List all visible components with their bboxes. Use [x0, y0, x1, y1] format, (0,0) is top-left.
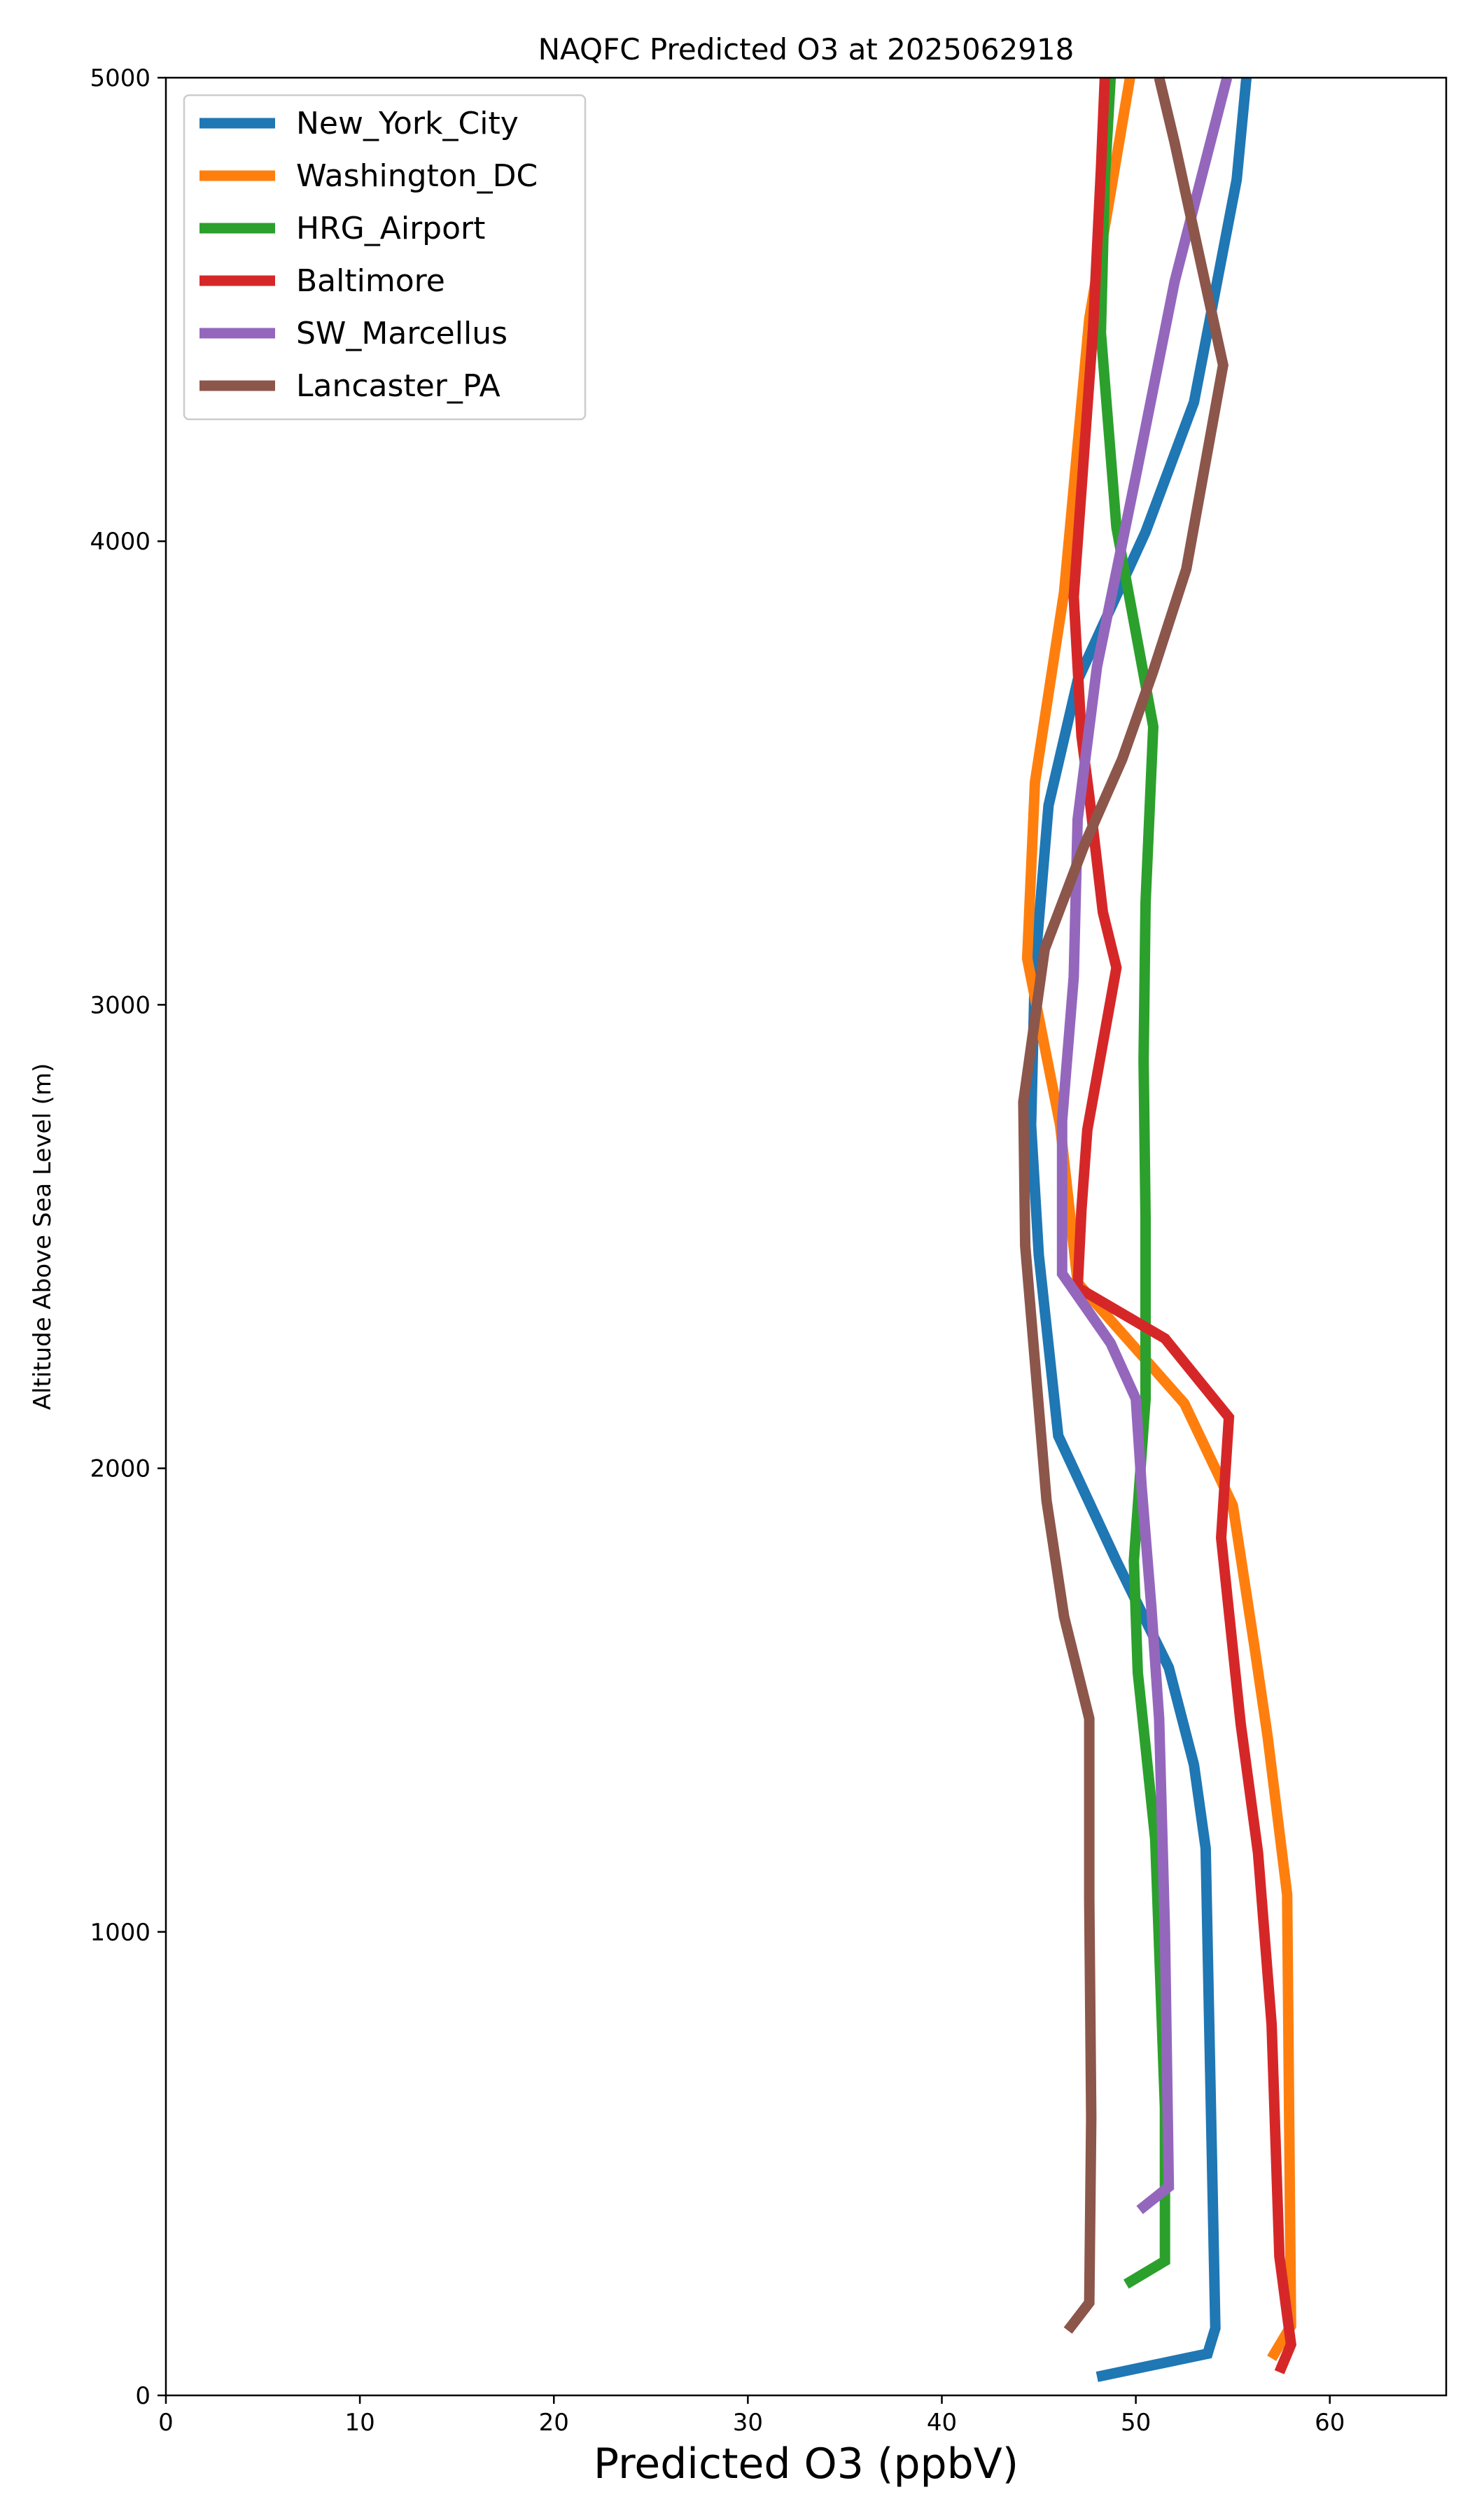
x-axis: 0 10 20 30 40 50 60 — [158, 2395, 1345, 2437]
x-tick-label: 20 — [539, 2409, 569, 2437]
legend-label: Washington_DC — [296, 158, 538, 194]
series-line-new-york-city — [1026, 77, 1252, 2382]
legend-label: SW_Marcellus — [296, 316, 507, 351]
y-tick-label: 2000 — [90, 1455, 150, 1483]
y-tick-label: 5000 — [90, 64, 150, 92]
x-tick-label: 0 — [158, 2409, 174, 2437]
legend: New_York_City Washington_DC HRG_Airport Bal… — [183, 94, 587, 421]
legend-label: Baltimore — [296, 263, 445, 299]
plot-frame — [164, 76, 1448, 2397]
legend-label: Lancaster_PA — [296, 368, 500, 404]
y-tick-label: 1000 — [90, 1919, 150, 1947]
legend-label: New_York_City — [296, 106, 519, 141]
y-axis: 0 1000 2000 3000 4000 5000 — [90, 64, 166, 2410]
x-tick-label: 30 — [733, 2409, 763, 2437]
y-tick-label: 3000 — [90, 991, 150, 1019]
legend-box — [183, 94, 587, 421]
series-line-lancaster-pa — [1018, 76, 1228, 2334]
x-tick-label: 10 — [344, 2409, 374, 2437]
legend-label: HRG_Airport — [296, 211, 485, 246]
x-tick-label: 40 — [927, 2409, 957, 2437]
x-tick-label: 50 — [1121, 2409, 1151, 2437]
x-tick-label: 60 — [1315, 2409, 1345, 2437]
series-line-washington-dc — [1021, 76, 1296, 2361]
series-layer — [1018, 76, 1297, 2382]
y-axis-label: Altitude Above Sea Level (m) — [29, 1063, 57, 1410]
chart-title: NAQFC Predicted O3 at 2025062918 — [538, 32, 1074, 66]
series-line-baltimore — [1068, 77, 1297, 2374]
y-tick-label: 0 — [135, 2382, 150, 2410]
y-tick-label: 4000 — [90, 528, 150, 556]
x-axis-label: Predicted O3 (ppbV) — [594, 2440, 1018, 2488]
series-line-sw-marcellus — [1056, 76, 1233, 2214]
